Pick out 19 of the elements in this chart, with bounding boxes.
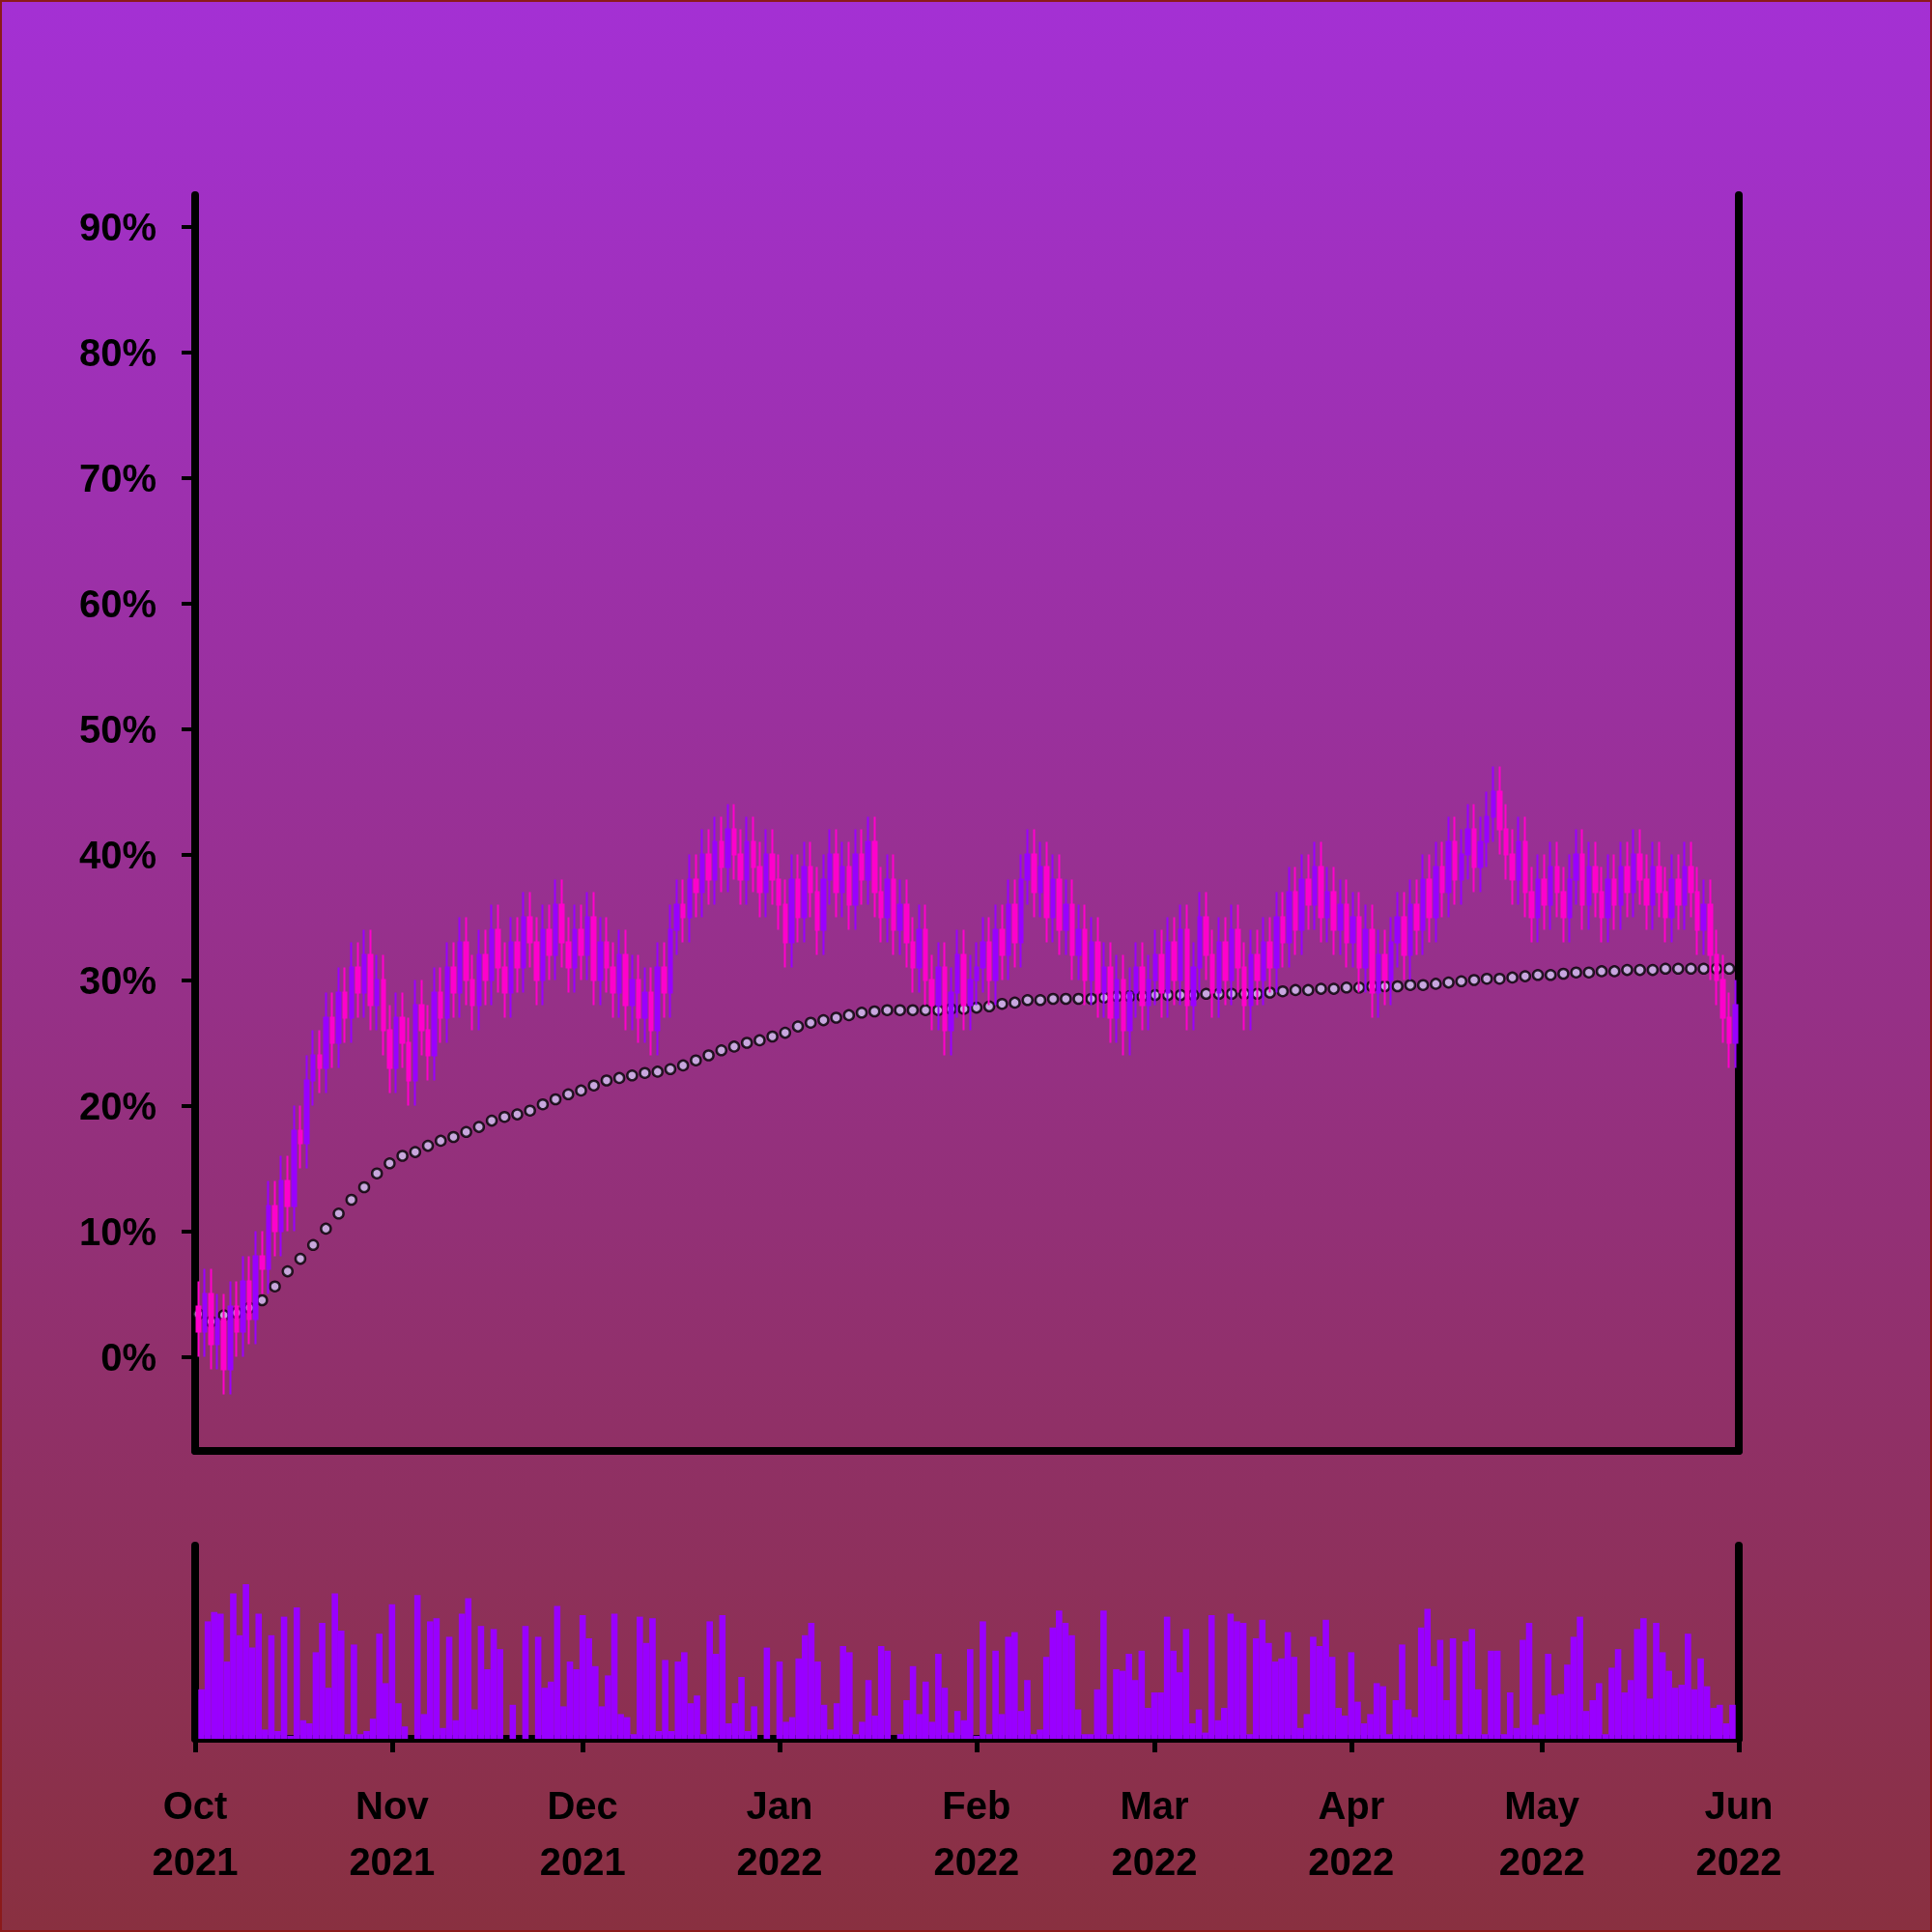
x-tick-label: Dec 2021	[539, 1784, 626, 1883]
x-tick-label: Apr 2022	[1308, 1784, 1395, 1883]
x-tick-label: Jan 2022	[736, 1784, 823, 1883]
y-tick-label: 70%	[78, 456, 156, 499]
y-tick-label: 90%	[78, 205, 156, 248]
y-tick-label: 30%	[78, 958, 156, 1002]
y-tick-label: 40%	[78, 833, 156, 876]
x-tick-label: Nov 2021	[349, 1784, 436, 1883]
x-tick-label: May 2022	[1498, 1784, 1585, 1883]
y-tick-label: 50%	[78, 707, 156, 751]
y-tick-label: 80%	[78, 330, 156, 374]
y-tick-label: 10%	[78, 1209, 156, 1253]
x-tick-label: Mar 2022	[1111, 1784, 1198, 1883]
y-tick-label: 60%	[78, 582, 156, 625]
y-tick-label: 0%	[100, 1335, 156, 1378]
x-tick-label: Oct 2021	[152, 1784, 239, 1883]
x-tick-label: Feb 2022	[933, 1784, 1020, 1883]
x-tick-label: Jun 2022	[1695, 1784, 1782, 1883]
y-tick-label: 20%	[78, 1084, 156, 1127]
